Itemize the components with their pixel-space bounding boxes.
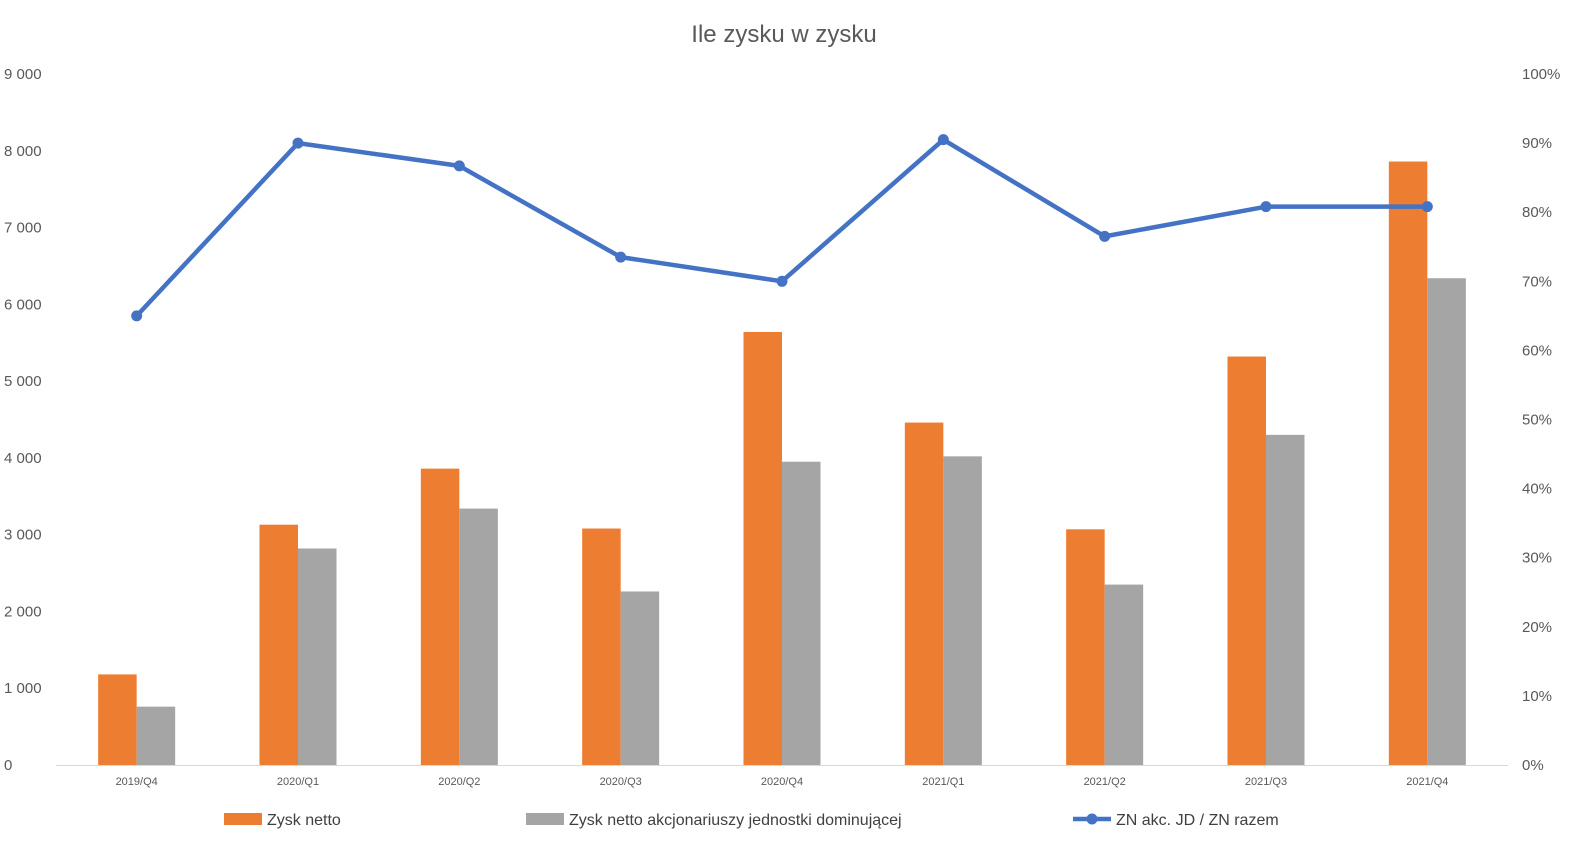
y-right-tick-label: 40% — [1522, 481, 1552, 498]
x-axis: 2019/Q4 2020/Q1 2020/Q2 2020/Q3 2020/Q4 2021/… — [116, 776, 1449, 788]
y-right-tick-label: 90% — [1522, 135, 1552, 152]
x-tick-label: 2019/Q4 — [116, 776, 158, 788]
legend-label: ZN akc. JD / ZN razem — [1116, 812, 1279, 829]
x-tick-label: 2020/Q1 — [277, 776, 319, 788]
y-right-tick-label: 60% — [1522, 342, 1552, 359]
y-left-tick-label: 9 000 — [4, 66, 42, 83]
ratio-point — [1099, 230, 1111, 242]
ratio-point — [937, 134, 949, 146]
y-left-tick-label: 8 000 — [4, 143, 42, 160]
legend-swatch — [526, 813, 564, 825]
bar-zysk-netto-akcjonariuszy — [1427, 278, 1466, 765]
x-tick-label: 2021/Q4 — [1406, 776, 1448, 788]
chart-title: Ile zysku w zysku — [691, 21, 876, 48]
bar-zysk-netto-akcjonariuszy — [459, 508, 498, 765]
y-left-tick-label: 0 — [4, 757, 12, 774]
bar-zysk-netto-akcjonariuszy — [782, 461, 821, 765]
ratio-point — [1260, 201, 1272, 213]
bar-zysk-netto — [259, 524, 298, 765]
y-left-tick-label: 3 000 — [4, 527, 42, 544]
bar-zysk-netto — [904, 422, 944, 765]
bar-zysk-netto-akcjonariuszy — [1104, 584, 1144, 765]
x-tick-label: 2020/Q3 — [600, 776, 642, 788]
ratio-line — [134, 137, 1430, 319]
ratio-point — [776, 275, 788, 287]
x-tick-label: 2021/Q3 — [1245, 776, 1287, 788]
ratio-point — [292, 137, 304, 149]
bar-zysk-netto — [582, 528, 621, 765]
y-left-tick-label: 5 000 — [4, 373, 42, 390]
legend-label: Zysk netto akcjonariuszy jednostki domin… — [569, 812, 902, 829]
y-left-tick-label: 4 000 — [4, 450, 42, 467]
legend-marker — [1086, 813, 1098, 825]
bar-zysk-netto — [98, 674, 137, 765]
y-right-tick-label: 80% — [1522, 204, 1552, 221]
x-tick-label: 2020/Q4 — [761, 776, 803, 788]
legend-label: Zysk netto — [267, 812, 341, 829]
y-right-tick-label: 0% — [1522, 757, 1544, 774]
y-axis-left: 0 1 000 2 000 3 000 4 000 5 000 6 000 7 000 8 00… — [4, 66, 42, 774]
y-axis-right: 0% 10% 20% 30% 40% 50% 60% 70% 80% 90% 100% — [1522, 66, 1560, 774]
y-left-tick-label: 1 000 — [4, 680, 42, 697]
x-tick-label: 2021/Q1 — [922, 776, 964, 788]
x-tick-label: 2020/Q2 — [438, 776, 480, 788]
bar-zysk-netto-akcjonariuszy — [298, 548, 337, 765]
y-right-tick-label: 30% — [1522, 550, 1552, 567]
y-left-tick-label: 7 000 — [4, 220, 42, 237]
bars — [98, 161, 1466, 765]
bar-zysk-netto-akcjonariuszy — [136, 706, 176, 765]
bar-zysk-netto-akcjonariuszy — [1266, 434, 1305, 765]
bar-zysk-netto — [1227, 356, 1266, 765]
y-left-tick-label: 2 000 — [4, 603, 42, 620]
ratio-point — [1421, 201, 1433, 213]
y-left-tick-label: 6 000 — [4, 296, 42, 313]
x-tick-label: 2021/Q2 — [1084, 776, 1126, 788]
ratio-point — [615, 251, 627, 263]
line-series — [131, 134, 1433, 322]
y-right-tick-label: 20% — [1522, 619, 1552, 636]
bar-zysk-netto-akcjonariuszy — [620, 591, 660, 765]
bar-zysk-netto — [1388, 161, 1428, 765]
y-right-tick-label: 10% — [1522, 688, 1552, 705]
legend-swatch — [224, 813, 262, 825]
bar-zysk-netto — [1066, 529, 1105, 765]
y-right-tick-label: 50% — [1522, 412, 1552, 429]
bar-zysk-netto-akcjonariuszy — [943, 456, 982, 765]
y-right-tick-label: 100% — [1522, 66, 1560, 83]
bar-zysk-netto — [743, 331, 782, 765]
legend: Zysk netto Zysk netto akcjonariuszy jedno… — [224, 812, 1279, 829]
ratio-point — [131, 310, 143, 322]
y-right-tick-label: 70% — [1522, 273, 1552, 290]
bar-zysk-netto — [420, 468, 460, 765]
ratio-point — [453, 160, 465, 172]
